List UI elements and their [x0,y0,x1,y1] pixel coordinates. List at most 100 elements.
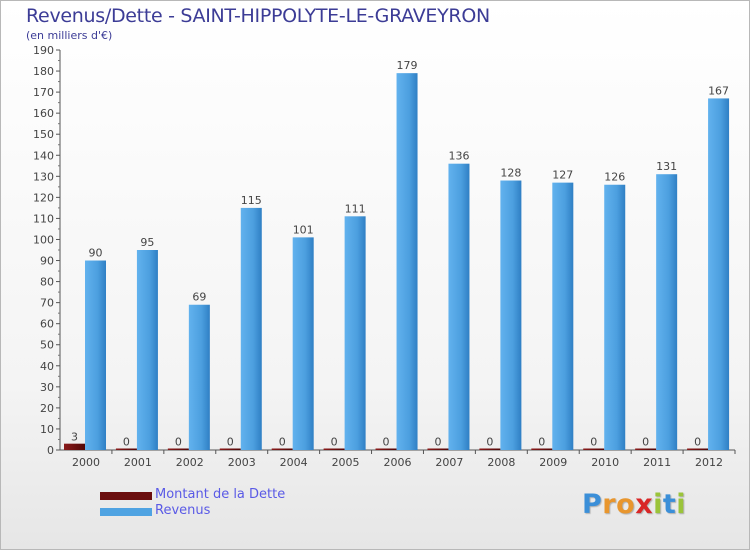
x-tick-label: 2007 [435,456,463,469]
bar-revenus [552,182,574,450]
x-tick-label: 2003 [228,456,256,469]
logo-letter: t [662,489,677,520]
bar-value-label-dette: 0 [486,436,493,449]
y-tick-label: 60 [40,318,54,331]
logo-letter: P [582,489,603,520]
y-tick-label: 80 [40,276,54,289]
bar-dette [64,443,85,450]
y-tick-label: 180 [33,65,54,78]
bar-value-label-revenus: 179 [397,59,418,72]
bar-revenus [448,163,470,450]
bar-dette [167,448,189,450]
legend-label-revenus: Revenus [155,503,211,518]
x-tick-label: 2002 [176,456,204,469]
bar-revenus [656,174,678,451]
bar-value-label-dette: 0 [123,436,130,449]
chart-labels: 3 90 2000 0 95 2001 0 69 2002 0 115 2003 0 101 2004 0 11… [71,59,729,469]
y-tick-label: 30 [40,381,54,394]
bar-revenus [708,98,730,450]
bar-revenus [292,237,314,450]
bar-revenus [396,73,418,450]
bar-value-label-revenus: 128 [500,167,521,180]
bar-value-label-revenus: 69 [192,291,206,304]
bar-value-label-dette: 0 [383,436,390,449]
bar-revenus [136,250,158,450]
bar-dette [219,448,241,450]
y-tick-label: 120 [33,191,54,204]
bar-dette [687,448,709,450]
chart-subtitle: (en milliers d'€) [26,29,113,42]
bar-revenus [604,184,626,450]
bar-value-label-dette: 0 [694,436,701,449]
y-tick-label: 160 [33,107,54,120]
bar-dette [375,448,397,450]
bar-value-label-dette: 0 [331,436,338,449]
bar-value-label-revenus: 136 [448,150,469,163]
bar-value-label-dette: 0 [175,436,182,449]
x-tick-label: 2012 [695,456,723,469]
y-tick-label: 130 [33,170,54,183]
y-tick-label: 10 [40,423,54,436]
bar-value-label-dette: 0 [642,436,649,449]
x-tick-label: 2001 [124,456,152,469]
logo-letter: r [602,489,617,520]
logo-letter: i [676,489,687,520]
y-tick-label: 150 [33,128,54,141]
bar-dette [479,448,501,450]
bar-revenus [500,180,522,451]
bar-dette [271,448,293,450]
bar-value-label-revenus: 167 [708,84,729,97]
logo-letter: x [635,489,654,520]
x-tick-label: 2011 [643,456,671,469]
y-tick-label: 40 [40,360,54,373]
bar-dette [531,448,553,450]
bar-dette [323,448,345,450]
x-tick-label: 2008 [487,456,515,469]
bar-value-label-revenus: 111 [345,202,366,215]
bar-value-label-revenus: 95 [140,236,154,249]
y-tick-label: 110 [33,212,54,225]
chart-bars [64,73,730,451]
bar-value-label-revenus: 131 [656,160,677,173]
bar-value-label-dette: 0 [227,436,234,449]
bar-revenus [240,207,262,450]
legend-swatch-revenus [100,508,152,516]
y-tick-label: 170 [33,86,54,99]
y-tick-label: 0 [47,444,54,457]
y-tick-label: 50 [40,339,54,352]
bar-value-label-revenus: 126 [604,171,625,184]
bar-dette [583,448,605,450]
legend-label-debt: Montant de la Dette [155,487,286,502]
y-tick-label: 100 [33,233,54,246]
bar-value-label-dette: 0 [590,436,597,449]
bar-revenus [344,216,366,450]
y-tick-label: 140 [33,149,54,162]
bar-value-label-revenus: 90 [89,247,103,260]
y-tick-label: 90 [40,255,54,268]
bar-value-label-dette: 3 [71,431,78,444]
logo-letter: o [616,489,636,520]
bar-revenus [188,304,210,450]
bar-value-label-dette: 0 [538,436,545,449]
bar-revenus [85,260,106,450]
x-tick-label: 2000 [72,456,100,469]
x-tick-label: 2009 [539,456,567,469]
bar-dette [635,448,657,450]
y-tick-label: 70 [40,297,54,310]
bar-dette [115,448,137,450]
proxiti-logo: Proxiti [582,489,686,520]
logo-letter: i [653,489,663,520]
y-tick-label: 190 [33,44,54,57]
bar-value-label-dette: 0 [279,436,286,449]
bar-value-label-revenus: 127 [552,169,573,182]
bar-value-label-revenus: 115 [241,194,262,207]
chart-title: Revenus/Dette - SAINT-HIPPOLYTE-LE-GRAVE… [26,5,490,27]
x-tick-label: 2010 [591,456,619,469]
y-tick-label: 20 [40,402,54,415]
bar-value-label-revenus: 101 [293,223,314,236]
bar-dette [427,448,449,450]
x-tick-label: 2004 [280,456,308,469]
x-tick-label: 2005 [332,456,360,469]
legend-swatch-debt [100,492,152,500]
